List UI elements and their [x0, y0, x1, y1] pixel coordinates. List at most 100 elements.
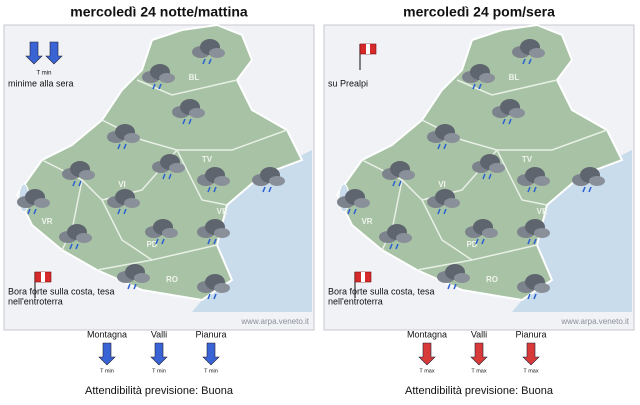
- cloud-part: [534, 283, 550, 293]
- cloud-icon: [62, 161, 95, 187]
- cloud-icon: [492, 99, 525, 125]
- map-note: nell'entroterra: [8, 296, 63, 306]
- cloud-icon: [145, 219, 178, 245]
- arrow-label: T max: [419, 368, 434, 374]
- cloud-part: [124, 133, 140, 143]
- province-label: VI: [118, 180, 126, 189]
- reliability: Attendibilità previsione: Buona: [405, 385, 554, 397]
- rain-drop: [347, 208, 357, 215]
- cloud-icon: [517, 219, 550, 245]
- province-border: [496, 149, 548, 206]
- province-border: [176, 149, 228, 206]
- zone-label: Pianura: [195, 329, 226, 339]
- arrow-label: T max: [471, 368, 486, 374]
- map-note: su Prealpi: [328, 78, 368, 88]
- rain-drop: [437, 143, 447, 150]
- cloud-icon: [382, 161, 415, 187]
- rain-drop: [182, 118, 192, 125]
- rain-drop: [202, 58, 212, 65]
- flag-stripe: [361, 272, 365, 282]
- cloud-part: [529, 48, 545, 58]
- cloud-part: [589, 176, 605, 186]
- temperature-arrow: [25, 41, 43, 65]
- cloud-icon: [337, 189, 370, 215]
- province-label: BL: [509, 73, 520, 82]
- cloud-icon: [512, 39, 545, 65]
- cloud-icon: [107, 189, 140, 215]
- rain-drop: [437, 208, 447, 215]
- arrow-label: T min: [37, 71, 52, 77]
- arrow-label: T min: [204, 368, 218, 374]
- cloud-part: [396, 233, 412, 243]
- cloud-part: [489, 163, 505, 173]
- forecast-panel: mercoledì 24 notte/mattina BL TV VI VR PD VE RO…: [3, 4, 315, 397]
- temperature-arrow: [418, 342, 436, 366]
- rain-drop: [582, 186, 592, 193]
- cloud-icon: [517, 167, 550, 193]
- cloud-icon: [59, 224, 92, 250]
- rain-drop: [527, 293, 537, 300]
- rain-drop: [527, 186, 537, 193]
- province-label: TV: [202, 155, 213, 164]
- rain-drop: [502, 118, 512, 125]
- rain-drop: [207, 186, 217, 193]
- rain-drop: [522, 58, 532, 65]
- cloud-part: [214, 176, 230, 186]
- rain-drop: [162, 173, 172, 180]
- cloud-icon: [437, 264, 470, 290]
- map-note: Bora forte sulla costa, tesa: [8, 286, 115, 296]
- province-label: BL: [189, 73, 200, 82]
- map-note: nell'entroterra: [328, 296, 383, 306]
- cloud-icon: [427, 124, 460, 150]
- province-border: [101, 199, 218, 261]
- cloud-part: [444, 198, 460, 208]
- arrow-label: T min: [100, 368, 114, 374]
- cloud-icon: [17, 189, 50, 215]
- rain-drop: [152, 83, 162, 90]
- flag-stripe: [366, 44, 370, 54]
- cloud-part: [399, 170, 415, 180]
- rain-drop: [475, 238, 485, 245]
- temperature-arrow: [470, 342, 488, 366]
- zone-label: Valli: [471, 329, 487, 339]
- flag-stripe: [41, 272, 45, 282]
- province-label: TV: [522, 155, 533, 164]
- cloud-part: [34, 198, 50, 208]
- zone-label: Montagna: [87, 329, 127, 339]
- cloud-part: [444, 133, 460, 143]
- rain-drop: [262, 186, 272, 193]
- cloud-icon: [379, 224, 412, 250]
- province-border: [456, 79, 558, 96]
- cloud-part: [479, 73, 495, 83]
- cloud-icon: [572, 167, 605, 193]
- province-label: PD: [466, 240, 477, 249]
- temperature-arrow: [98, 342, 116, 366]
- cloud-part: [454, 273, 470, 283]
- province-label: VE: [217, 207, 228, 216]
- province-label: VR: [361, 217, 372, 226]
- cloud-icon: [517, 274, 550, 300]
- cloud-part: [124, 198, 140, 208]
- cloud-icon: [252, 167, 285, 193]
- rain-drop: [472, 83, 482, 90]
- cloud-icon: [197, 219, 230, 245]
- sea: [192, 150, 312, 312]
- panel-title: mercoledì 24 notte/mattina: [70, 4, 248, 20]
- rain-drop: [127, 283, 137, 290]
- cloud-part: [209, 48, 225, 58]
- cloud-icon: [472, 154, 505, 180]
- map-credit: www.arpa.veneto.it: [560, 317, 629, 326]
- rain-drop: [117, 208, 127, 215]
- rain-drop: [207, 238, 217, 245]
- cloud-part: [214, 283, 230, 293]
- rain-drop: [155, 238, 165, 245]
- cloud-part: [214, 228, 230, 238]
- cloud-part: [509, 108, 525, 118]
- rain-drop: [69, 243, 79, 250]
- rain-drop: [482, 173, 492, 180]
- cloud-part: [159, 73, 175, 83]
- province-label: VR: [41, 217, 52, 226]
- province-label: VI: [438, 180, 446, 189]
- panel-title: mercoledì 24 pom/sera: [403, 4, 555, 20]
- cloud-part: [269, 176, 285, 186]
